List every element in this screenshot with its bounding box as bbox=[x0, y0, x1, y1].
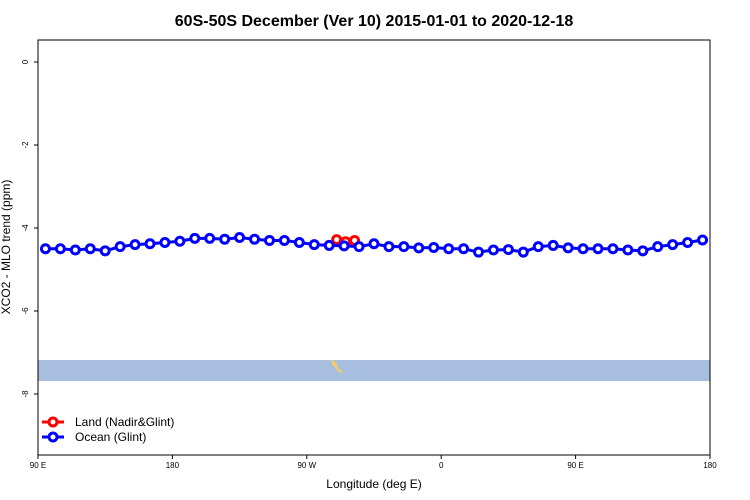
point bbox=[308, 239, 320, 251]
point bbox=[383, 241, 395, 253]
x-tick-label: 90 E bbox=[567, 461, 583, 470]
point bbox=[443, 243, 455, 255]
x-tick-label: 90 W bbox=[297, 461, 316, 470]
point bbox=[293, 237, 305, 249]
point bbox=[547, 239, 559, 251]
legend-label: Land (Nadir&Glint) bbox=[75, 415, 174, 429]
point bbox=[249, 233, 261, 245]
point bbox=[331, 234, 343, 246]
legend-marker bbox=[47, 431, 59, 443]
point bbox=[517, 246, 529, 258]
y-tick-label: -2 bbox=[21, 141, 30, 149]
point bbox=[159, 237, 171, 249]
plot-frame bbox=[37, 39, 711, 456]
chart-title: 60S-50S December (Ver 10) 2015-01-01 to … bbox=[175, 13, 574, 30]
point bbox=[99, 245, 111, 257]
legend-label: Ocean (Glint) bbox=[75, 430, 146, 444]
point bbox=[682, 237, 694, 249]
point bbox=[54, 243, 66, 255]
y-tick-label: -8 bbox=[21, 390, 30, 398]
point bbox=[473, 246, 485, 258]
point bbox=[84, 243, 96, 255]
land-shape bbox=[331, 360, 343, 373]
point bbox=[144, 238, 156, 250]
point bbox=[607, 243, 619, 255]
point bbox=[622, 244, 634, 256]
point bbox=[129, 239, 141, 251]
point bbox=[667, 239, 679, 251]
y-tick-label: 0 bbox=[21, 59, 30, 64]
point bbox=[338, 240, 350, 252]
point bbox=[323, 239, 335, 251]
point bbox=[458, 243, 470, 255]
x-tick-label: 180 bbox=[703, 461, 717, 470]
point bbox=[413, 242, 425, 254]
point bbox=[562, 242, 574, 254]
map-strip bbox=[38, 360, 710, 381]
point bbox=[234, 232, 246, 244]
point bbox=[69, 244, 81, 256]
point bbox=[114, 241, 126, 253]
x-tick-label: 90 E bbox=[30, 461, 46, 470]
point bbox=[532, 241, 544, 253]
x-axis-label: Longitude (deg E) bbox=[326, 477, 421, 491]
point bbox=[263, 234, 275, 246]
x-tick-label: 180 bbox=[166, 461, 180, 470]
point bbox=[697, 234, 709, 246]
point bbox=[278, 234, 290, 246]
point bbox=[189, 232, 201, 244]
point bbox=[174, 235, 186, 247]
point bbox=[652, 241, 664, 253]
point bbox=[592, 243, 604, 255]
point bbox=[353, 241, 365, 253]
point bbox=[502, 244, 514, 256]
y-axis-label: XCO2 - MLO trend (ppm) bbox=[0, 180, 13, 315]
point bbox=[368, 238, 380, 250]
y-tick-label: -6 bbox=[21, 307, 30, 315]
y-tick-label: -4 bbox=[21, 224, 30, 232]
legend-marker bbox=[47, 416, 59, 428]
point bbox=[204, 232, 216, 244]
point bbox=[428, 242, 440, 253]
point bbox=[398, 241, 410, 253]
point bbox=[577, 243, 589, 255]
point bbox=[39, 243, 51, 255]
point bbox=[487, 244, 499, 256]
point bbox=[637, 245, 649, 257]
point bbox=[219, 233, 231, 245]
x-tick-label: 0 bbox=[439, 461, 444, 470]
